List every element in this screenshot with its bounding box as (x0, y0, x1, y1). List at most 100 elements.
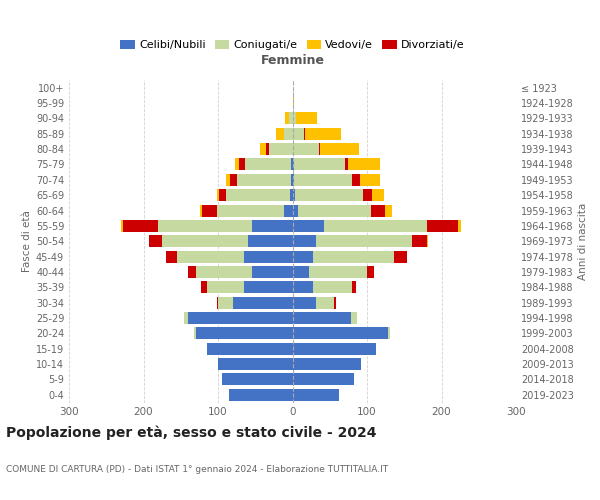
Bar (334, 296, 336, 308)
Bar (394, 250, 407, 262)
Bar (359, 174, 380, 186)
Bar (293, 266, 309, 278)
Bar (177, 250, 244, 262)
Text: COMUNE DI CARTURA (PD) - Dati ISTAT 1° gennaio 2024 - Elaborazione TUTTITALIA.IT: COMUNE DI CARTURA (PD) - Dati ISTAT 1° g… (6, 466, 388, 474)
Bar (363, 189, 372, 201)
Bar (276, 128, 284, 140)
Bar (293, 189, 295, 201)
Bar (122, 220, 158, 232)
Bar (352, 282, 356, 294)
Bar (324, 220, 427, 232)
Bar (316, 296, 334, 308)
Bar (207, 343, 293, 354)
Bar (222, 374, 293, 386)
Bar (293, 374, 353, 386)
Bar (293, 220, 324, 232)
Bar (149, 236, 162, 247)
Bar (239, 158, 245, 170)
Bar (293, 250, 313, 262)
Bar (184, 312, 188, 324)
Bar (202, 204, 217, 216)
Bar (367, 266, 374, 278)
Bar (201, 282, 207, 294)
Bar (217, 296, 218, 308)
Bar (388, 328, 390, 340)
Bar (188, 312, 293, 324)
Bar (235, 158, 239, 170)
Bar (309, 266, 367, 278)
Bar (293, 174, 294, 186)
Y-axis label: Fasce di età: Fasce di età (22, 210, 32, 272)
Bar (412, 236, 427, 247)
Text: Femmine: Femmine (260, 54, 325, 67)
Bar (293, 158, 294, 170)
Bar (385, 204, 392, 216)
Bar (313, 282, 352, 294)
Bar (284, 204, 293, 216)
Bar (248, 236, 293, 247)
Bar (313, 250, 394, 262)
Legend: Celibi/Nubili, Coniugati/e, Vedovi/e, Divorziati/e: Celibi/Nubili, Coniugati/e, Vedovi/e, Di… (116, 36, 469, 55)
Bar (226, 189, 290, 201)
Bar (293, 143, 319, 155)
Bar (294, 174, 352, 186)
Bar (293, 112, 296, 124)
Bar (319, 143, 320, 155)
Bar (194, 328, 196, 340)
Bar (293, 204, 298, 216)
Bar (188, 266, 196, 278)
Text: Popolazione per età, sesso e stato civile - 2024: Popolazione per età, sesso e stato civil… (6, 426, 377, 440)
Bar (121, 220, 122, 232)
Bar (372, 189, 384, 201)
Bar (260, 143, 266, 155)
Bar (458, 220, 461, 232)
Bar (251, 266, 293, 278)
Bar (349, 158, 380, 170)
Bar (427, 236, 428, 247)
Bar (269, 143, 293, 155)
Bar (162, 236, 248, 247)
Bar (305, 128, 341, 140)
Bar (285, 112, 289, 124)
Bar (230, 174, 238, 186)
Bar (293, 236, 316, 247)
Bar (344, 158, 349, 170)
Bar (293, 128, 304, 140)
Bar (284, 128, 293, 140)
Bar (218, 296, 233, 308)
Bar (352, 174, 359, 186)
Bar (233, 296, 293, 308)
Bar (371, 204, 385, 216)
Bar (427, 220, 458, 232)
Bar (293, 343, 376, 354)
Bar (158, 220, 251, 232)
Bar (293, 296, 316, 308)
Bar (296, 112, 317, 124)
Bar (217, 189, 219, 201)
Y-axis label: Anni di nascita: Anni di nascita (578, 202, 588, 280)
Bar (350, 312, 356, 324)
Bar (266, 143, 269, 155)
Bar (293, 328, 388, 340)
Bar (166, 250, 177, 262)
Bar (226, 174, 230, 186)
Bar (244, 250, 293, 262)
Bar (293, 312, 350, 324)
Bar (219, 189, 226, 201)
Bar (244, 282, 293, 294)
Bar (294, 158, 344, 170)
Bar (245, 158, 291, 170)
Bar (291, 158, 293, 170)
Bar (196, 266, 251, 278)
Bar (200, 204, 202, 216)
Bar (293, 389, 338, 401)
Bar (217, 204, 284, 216)
Bar (298, 204, 371, 216)
Bar (293, 97, 294, 109)
Bar (290, 189, 293, 201)
Bar (304, 128, 305, 140)
Bar (218, 358, 293, 370)
Bar (320, 143, 359, 155)
Bar (293, 282, 313, 294)
Bar (295, 189, 363, 201)
